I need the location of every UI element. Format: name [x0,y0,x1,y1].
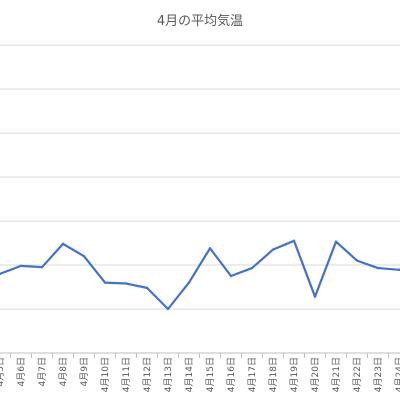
data-point [61,242,65,246]
x-tick-label: 4月18日 [268,357,279,392]
x-tick-label: 4月6日 [16,357,27,386]
data-point [187,281,191,284]
x-tick-label: 4月14日 [184,357,195,392]
data-point [334,240,338,243]
x-tick-label: 4月8日 [58,357,69,386]
data-point [166,307,170,311]
data-point [103,281,107,284]
x-tick-labels: 4月5日 4月6日 4月7日 4月8日 4月9日 4月10日 4月11日 4月12日 4月13日… [0,357,400,392]
data-point [208,247,212,250]
x-tick-label: 4月17日 [247,357,258,392]
series-line [0,239,400,311]
gridlines [0,44,400,310]
x-tick-label: 4月23日 [373,357,384,392]
x-tick-label: 4月9日 [79,357,90,386]
data-point [376,266,380,270]
x-tick-label: 4月22日 [352,357,363,392]
x-tick-label: 4月24日 [394,357,400,392]
x-tick-label: 4月11日 [121,357,132,392]
data-point [229,274,233,278]
x-tick-label: 4月19日 [289,357,300,392]
x-tick-label: 4月7日 [37,357,48,386]
x-tick-label: 4月12日 [142,357,153,392]
data-point [355,259,359,262]
data-point [82,255,86,258]
x-tick-label: 4月15日 [205,357,216,392]
x-axis [0,352,400,358]
x-tick-label: 4月10日 [100,357,111,392]
data-point [40,266,44,269]
x-tick-label: 4月20日 [310,357,321,392]
x-tick-label: 4月16日 [226,357,237,392]
data-point [250,266,254,270]
x-tick-label: 4月13日 [163,357,174,392]
data-point [397,268,400,272]
data-point [292,239,296,242]
data-point [313,295,317,298]
x-tick-label: 4月21日 [331,357,342,392]
data-point [124,282,128,285]
data-point [19,264,23,268]
chart-title: 4月の平均気温 [156,14,244,29]
x-tick-label: 4月5日 [0,357,6,386]
series-group [0,239,400,311]
data-point [145,286,149,290]
data-point [0,272,2,275]
data-point [271,248,275,251]
